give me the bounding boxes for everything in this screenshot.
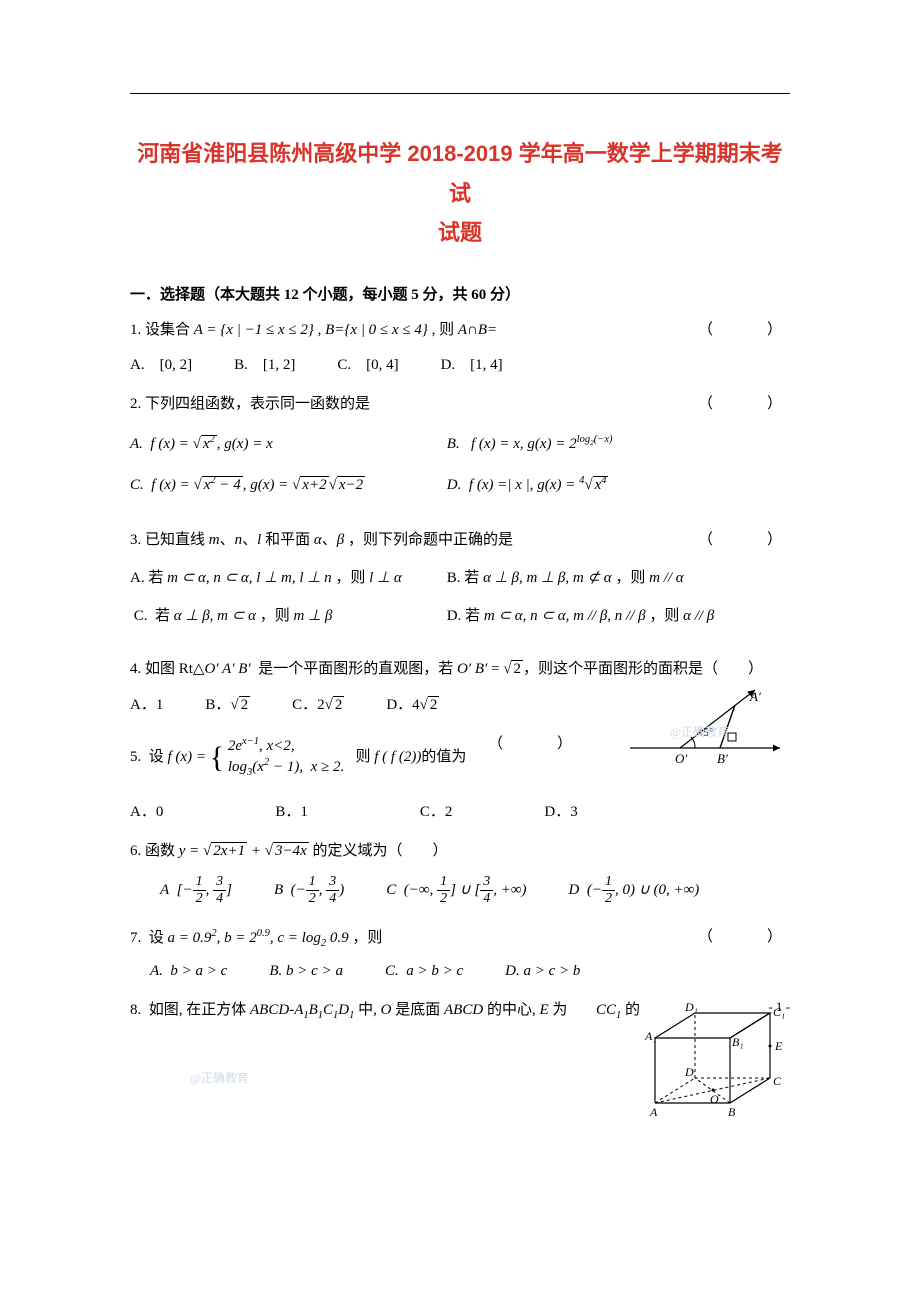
q8-B: B bbox=[728, 1105, 736, 1119]
q8-B1: B₁ bbox=[732, 1035, 744, 1049]
q8-D: D bbox=[684, 1065, 694, 1079]
q8-O: O bbox=[710, 1092, 719, 1106]
q1-opt-b: B. [1, 2] bbox=[234, 353, 295, 374]
q8-C: C bbox=[773, 1074, 782, 1088]
q6-options: A [−12, 34] B (−12, 34) C (−∞, 12] ∪ [34… bbox=[160, 874, 790, 907]
answer-blank: （ ） bbox=[698, 318, 790, 344]
q6-opt-b: B (−12, 34) bbox=[274, 874, 344, 907]
q4-stem-a: 4. 如图 Rt△ bbox=[130, 661, 204, 677]
q4-options: A．1 B．√2 C．2√2 D．4√2 bbox=[130, 693, 610, 714]
q2-opt-c: C. f (x) = √x2 − 4, g(x) = √x+2√x−2 bbox=[130, 469, 447, 502]
q8-diagram: A B C D A₁ B₁ C₁ D₁ O E @正确教育 bbox=[640, 998, 790, 1128]
q5-opt-c: C．2 bbox=[420, 800, 453, 821]
q1-opt-d: D. [1, 4] bbox=[441, 353, 503, 374]
q3-opt-b: B. 若 α ⊥ β, m ⊥ β, m ⊄ α ，则 m // α bbox=[447, 563, 764, 593]
q6-opt-c: C (−∞, 12] ∪ [34, +∞) bbox=[386, 874, 526, 907]
q3-opt-a: A. 若 m ⊂ α, n ⊂ α, l ⊥ m, l ⊥ n ，则 l ⊥ α bbox=[130, 563, 447, 593]
q4-opt-a: A．1 bbox=[130, 693, 163, 714]
q4-opt-c: C．2√2 bbox=[292, 693, 344, 714]
q3-opt-c: C. 若 α ⊥ β, m ⊂ α ，则 m ⊥ β bbox=[130, 601, 447, 631]
question-8: A B C D A₁ B₁ C₁ D₁ O E @正确教育 8. 如图, 在正方… bbox=[130, 998, 790, 1025]
q7-options: A. b > a > c B. b > c > a C. a > b > c D… bbox=[150, 963, 790, 980]
title-line2: 试题 bbox=[438, 220, 482, 245]
q6-opt-d: D (−12, 0) ∪ (0, +∞) bbox=[569, 874, 700, 907]
question-1: 1. 设集合 A = {x | −1 ≤ x ≤ 2} , B={x | 0 ≤… bbox=[130, 318, 790, 344]
q5-options: A．0 B．1 C．2 D．3 bbox=[130, 800, 790, 821]
q5-opt-b: B．1 bbox=[275, 800, 308, 821]
q1-prefix: 1. 设集合 bbox=[130, 322, 194, 338]
q5-opt-d: D．3 bbox=[544, 800, 577, 821]
q8-D1: D₁ bbox=[684, 1000, 698, 1014]
question-4: 4. 如图 Rt△O′ A′ B′ 是一个平面图形的直观图，若 O′ B′ = … bbox=[130, 657, 790, 683]
q8-A: A bbox=[649, 1105, 658, 1119]
title-line1: 河南省淮阳县陈州高级中学 2018-2019 学年高一数学上学期期末考试 bbox=[137, 141, 782, 206]
q7-opt-b: B. b > c > a bbox=[269, 963, 343, 980]
q1-opt-a: A. [0, 2] bbox=[130, 353, 192, 374]
q8-A1: A₁ bbox=[644, 1029, 657, 1043]
question-5: 5. 设 f (x) = { 2ex−1, x<2, log3(x2 − 1),… bbox=[130, 732, 790, 783]
answer-blank: （ ） bbox=[488, 732, 580, 758]
q5-opt-a: A．0 bbox=[130, 800, 163, 821]
q6-opt-a: A [−12, 34] bbox=[160, 874, 232, 907]
q7-opt-c: C. a > b > c bbox=[385, 963, 463, 980]
watermark-icon-2: @正确教育 bbox=[190, 1068, 249, 1088]
doc-title: 河南省淮阳县陈州高级中学 2018-2019 学年高一数学上学期期末考试 试题 bbox=[130, 134, 790, 253]
section-header-text: 一．选择题（本大题共 12 个小题，每小题 5 分，共 60 分） bbox=[130, 287, 520, 303]
header-rule bbox=[130, 93, 790, 94]
q2-options: A. f (x) = √x2, g(x) = x B. f (x) = x, g… bbox=[130, 428, 790, 510]
q1-options: A. [0, 2] B. [1, 2] C. [0, 4] D. [1, 4] bbox=[130, 353, 790, 374]
q2-opt-a: A. f (x) = √x2, g(x) = x bbox=[130, 428, 447, 461]
answer-blank: （ ） bbox=[698, 528, 790, 554]
q2-opt-b: B. f (x) = x, g(x) = 2log2(−x) bbox=[447, 428, 764, 461]
q7-opt-a: A. b > a > c bbox=[150, 963, 227, 980]
question-6: 6. 函数 y = √2x+1 + √3−4x 的定义域为（ ） bbox=[130, 839, 790, 865]
q3-options: A. 若 m ⊂ α, n ⊂ α, l ⊥ m, l ⊥ n ，则 l ⊥ α… bbox=[130, 563, 790, 639]
q4-opt-b: B．√2 bbox=[205, 693, 250, 714]
question-2: 2. 下列四组函数，表示同一函数的是 （ ） bbox=[130, 392, 790, 418]
q3-opt-d: D. 若 m ⊂ α, n ⊂ α, m // β, n // β ，则 α /… bbox=[447, 601, 764, 631]
q2-stem: 2. 下列四组函数，表示同一函数的是 bbox=[130, 396, 370, 412]
q8-E: E bbox=[774, 1039, 783, 1053]
question-7: 7. 设 a = 0.92, b = 20.9, c = log2 0.9 ，则… bbox=[130, 925, 790, 953]
q7-opt-d: D. a > c > b bbox=[505, 963, 580, 980]
section-header: 一．选择题（本大题共 12 个小题，每小题 5 分，共 60 分） bbox=[130, 283, 790, 304]
page-number: - 1 - bbox=[768, 999, 790, 1015]
answer-blank: （ ） bbox=[698, 925, 790, 951]
q4-label-A: A′ bbox=[749, 689, 761, 704]
q2-opt-d: D. f (x) =| x |, g(x) = 4√x4 bbox=[447, 469, 764, 502]
answer-blank: （ ） bbox=[698, 392, 790, 418]
q4-opt-d: D．4√2 bbox=[386, 693, 439, 714]
question-3: 3. 已知直线 m、n、l 和平面 α、β ，则下列命题中正确的是 （ ） bbox=[130, 528, 790, 554]
q1-expr: A = {x | −1 ≤ x ≤ 2} bbox=[194, 322, 314, 338]
q1-opt-c: C. [0, 4] bbox=[337, 353, 398, 374]
